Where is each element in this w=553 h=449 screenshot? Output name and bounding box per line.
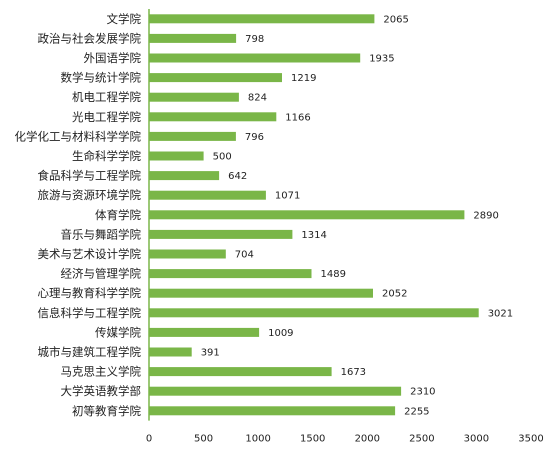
bar	[149, 73, 282, 83]
value-label: 1071	[275, 191, 300, 202]
bar	[149, 112, 277, 122]
category-label: 旅游与资源环境学院	[38, 188, 142, 202]
bar	[149, 131, 236, 141]
category-label: 大学英语教学部	[61, 384, 142, 398]
value-label: 2890	[473, 210, 498, 221]
x-tick-label: 0	[146, 434, 152, 445]
bar	[149, 33, 237, 43]
value-label: 798	[245, 34, 264, 45]
bar	[149, 367, 332, 377]
bar	[149, 249, 226, 259]
x-axis-ticks-group: 0 500 1000 1500 2000 2500 3000 3500	[146, 434, 544, 445]
category-label: 政治与社会发展学院	[38, 31, 142, 45]
value-labels-group: 2065 798 1935 1219 824 1166 796 500 642 1071 2890 1…	[201, 14, 513, 417]
x-tick-label: 2000	[355, 434, 380, 445]
value-label: 704	[235, 250, 254, 261]
category-label: 文学院	[107, 12, 142, 26]
bar	[149, 308, 479, 318]
category-label: 经济与管理学院	[61, 267, 142, 281]
value-label: 500	[213, 152, 232, 163]
value-label: 3021	[488, 308, 513, 319]
value-label: 2065	[383, 14, 408, 25]
value-label: 1166	[285, 112, 310, 123]
bar	[149, 190, 266, 200]
category-labels-group: 文学院政治与社会发展学院外国语学院数学与统计学院机电工程学院光电工程学院化学化工…	[15, 12, 142, 418]
category-label: 美术与艺术设计学院	[38, 247, 142, 261]
value-label: 1935	[369, 54, 394, 65]
bar	[149, 406, 396, 416]
category-label: 音乐与舞蹈学院	[61, 227, 142, 241]
category-label: 城市与建筑工程学院	[38, 345, 142, 359]
bar	[149, 229, 293, 239]
bar	[149, 92, 239, 102]
value-label: 391	[201, 348, 220, 359]
bar	[149, 347, 192, 357]
category-label: 马克思主义学院	[61, 365, 142, 379]
category-label: 信息科学与工程学院	[38, 306, 142, 320]
category-label: 光电工程学院	[72, 110, 141, 124]
bar	[149, 151, 204, 161]
value-label: 1009	[268, 328, 293, 339]
category-label: 化学化工与材料科学学院	[15, 129, 142, 143]
x-tick-label: 500	[194, 434, 213, 445]
x-tick-label: 2500	[409, 434, 434, 445]
bars-group	[149, 14, 479, 416]
value-label: 1219	[291, 73, 316, 84]
x-tick-label: 1000	[245, 434, 270, 445]
value-label: 2310	[410, 387, 435, 398]
category-label: 初等教育学院	[72, 404, 141, 418]
value-label: 1673	[341, 367, 366, 378]
bar	[149, 53, 361, 63]
bar	[149, 288, 373, 298]
x-tick-label: 1500	[300, 434, 325, 445]
bar	[149, 269, 312, 279]
category-label: 体育学院	[95, 208, 141, 222]
value-label: 642	[228, 171, 247, 182]
value-label: 2052	[382, 289, 407, 300]
value-label: 2255	[404, 406, 429, 417]
category-label: 机电工程学院	[72, 90, 141, 104]
category-label: 心理与教育科学学院	[38, 286, 142, 300]
value-label: 1314	[301, 230, 326, 241]
bar	[149, 14, 375, 24]
bar	[149, 171, 220, 181]
bar	[149, 386, 402, 396]
category-label: 传媒学院	[95, 325, 141, 339]
category-label: 数学与统计学院	[61, 71, 142, 85]
category-label: 食品科学与工程学院	[38, 169, 142, 183]
category-label: 外国语学院	[84, 51, 142, 65]
value-label: 796	[245, 132, 264, 143]
value-label: 824	[248, 93, 267, 104]
x-tick-label: 3000	[464, 434, 489, 445]
category-label: 生命科学学院	[72, 149, 141, 163]
bar	[149, 327, 260, 337]
bar	[149, 210, 465, 220]
x-tick-label: 3500	[518, 434, 543, 445]
value-label: 1489	[321, 269, 346, 280]
